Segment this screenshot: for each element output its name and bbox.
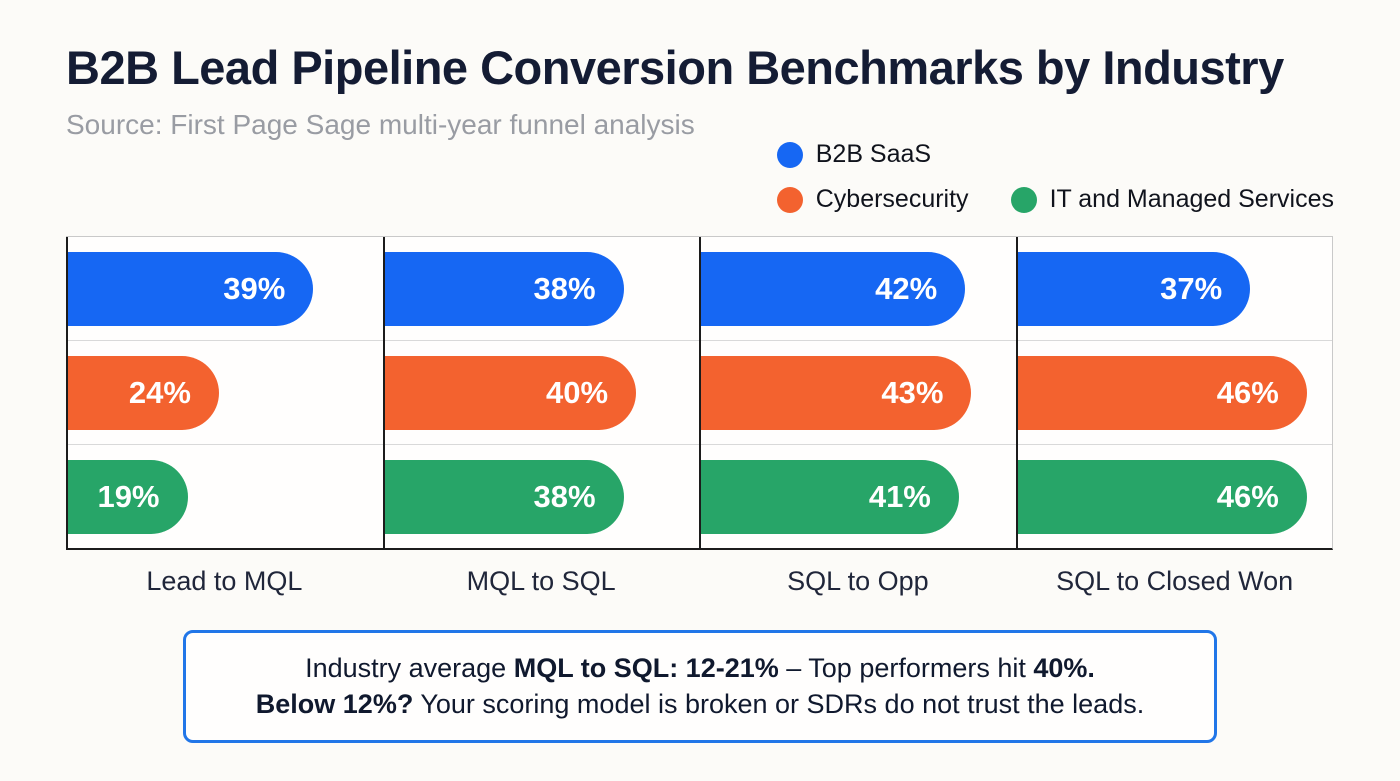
chart-panel-sql-to-opp: 42% 43% 41% — [699, 237, 1016, 548]
legend-item-it-managed-services: IT and Managed Services — [1010, 185, 1334, 214]
bar-row: 43% — [701, 341, 1016, 445]
page-title: B2B Lead Pipeline Conversion Benchmarks … — [66, 41, 1284, 94]
chart-panel-lead-to-mql: 39% 24% 19% — [66, 237, 383, 548]
bar-value-label: 38% — [533, 478, 596, 514]
bar-b2b-saas: 39% — [68, 251, 314, 326]
category-label-sql-to-opp: SQL to Opp — [787, 566, 929, 596]
bar-row: 40% — [384, 341, 699, 445]
legend-item-b2b-saas: B2B SaaS — [776, 140, 932, 169]
bar-b2b-saas: 42% — [701, 251, 966, 326]
bar-cybersecurity: 43% — [701, 355, 972, 430]
chart-area: 39% 24% 19% 38% — [66, 236, 1333, 597]
chart-panel-mql-to-sql: 38% 40% 38% — [382, 237, 700, 548]
bar-row: 19% — [68, 445, 383, 548]
note-text: – Top performers hit — [778, 653, 1034, 683]
bar-value-label: 37% — [1160, 270, 1223, 306]
legend-row-2: Cybersecurity IT and Managed Services — [776, 185, 1334, 214]
note-text: Your scoring model is broken or SDRs do … — [413, 689, 1145, 720]
bar-value-label: 40% — [546, 374, 609, 410]
bar-b2b-saas: 38% — [384, 251, 624, 326]
bar-b2b-saas: 37% — [1017, 251, 1251, 326]
bar-value-label: 38% — [533, 270, 596, 306]
bar-value-label: 19% — [97, 478, 160, 514]
source-subtitle: Source: First Page Sage multi-year funne… — [66, 109, 695, 140]
bar-row: 46% — [1017, 445, 1333, 548]
category-label-mql-to-sql: MQL to SQL — [466, 566, 616, 596]
bar-row: 38% — [384, 237, 699, 341]
bar-cybersecurity: 40% — [384, 355, 637, 430]
legend-dot-green-icon — [1010, 186, 1037, 213]
bar-row: 41% — [701, 445, 1016, 548]
bar-value-label: 46% — [1216, 478, 1279, 514]
bar-it-managed-services: 46% — [1017, 459, 1307, 534]
chart-legend: B2B SaaS Cybersecurity IT and Managed Se… — [776, 140, 1334, 214]
note-text-bold: Below 12%? — [255, 689, 414, 720]
bar-row: 42% — [701, 237, 1016, 341]
legend-row-1: B2B SaaS — [776, 140, 1334, 169]
bar-row: 38% — [384, 445, 700, 548]
bar-value-label: 43% — [881, 374, 944, 410]
category-label-lead-to-mql: Lead to MQL — [146, 566, 303, 596]
legend-label: B2B SaaS — [815, 140, 932, 168]
legend-dot-blue-icon — [776, 141, 803, 168]
legend-label: Cybersecurity — [815, 185, 969, 213]
bar-value-label: 24% — [128, 374, 191, 410]
bar-cybersecurity: 46% — [1017, 355, 1307, 430]
bar-it-managed-services: 19% — [68, 459, 188, 534]
header: B2B Lead Pipeline Conversion Benchmarks … — [0, 0, 1400, 141]
bar-row: 37% — [1017, 237, 1332, 341]
bar-value-label: 39% — [223, 270, 286, 306]
legend-dot-orange-icon — [776, 186, 803, 213]
note-text-bold: MQL to SQL: 12-21% — [513, 653, 779, 683]
bar-value-label: 46% — [1216, 374, 1279, 410]
note-text: Industry average — [305, 653, 514, 683]
bar-row: 46% — [1017, 341, 1332, 445]
category-label-sql-to-closed-won: SQL to Closed Won — [1056, 566, 1294, 596]
bar-row: 39% — [68, 237, 383, 341]
bar-it-managed-services: 38% — [384, 459, 624, 534]
insight-note-box: Industry average MQL to SQL: 12-21% – To… — [183, 630, 1217, 743]
category-axis: Lead to MQL MQL to SQL SQL to Opp SQL to… — [66, 566, 1333, 597]
bar-chart: 39% 24% 19% 38% — [66, 236, 1333, 550]
bar-row: 24% — [68, 341, 383, 445]
note-line-1: Industry average MQL to SQL: 12-21% – To… — [210, 650, 1190, 686]
bar-cybersecurity: 24% — [68, 355, 219, 430]
note-text-bold: 40%. — [1033, 653, 1095, 683]
note-line-2: Below 12%? Your scoring model is broken … — [210, 686, 1190, 722]
legend-item-cybersecurity: Cybersecurity — [776, 185, 969, 214]
legend-label: IT and Managed Services — [1049, 185, 1334, 213]
bar-value-label: 41% — [868, 478, 931, 514]
chart-panel-sql-to-closed-won: 37% 46% 46% — [1015, 237, 1333, 548]
bar-it-managed-services: 41% — [701, 459, 959, 534]
bar-value-label: 42% — [875, 270, 938, 306]
